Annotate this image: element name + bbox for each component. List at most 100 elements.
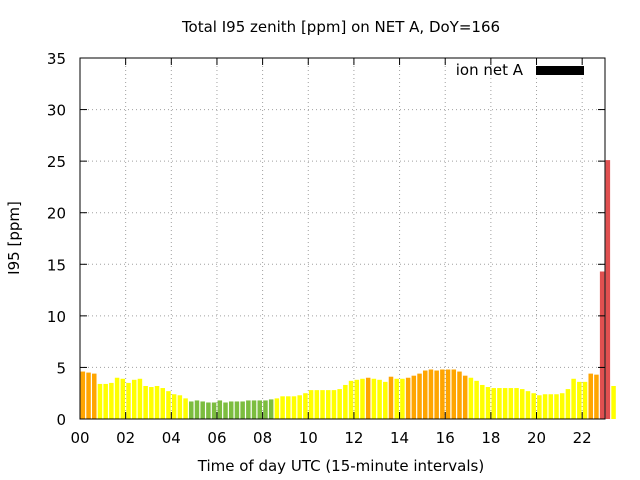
y-tick-label: 0: [56, 411, 66, 429]
x-tick-label: 04: [162, 429, 181, 447]
bar: [491, 388, 496, 419]
bar: [206, 402, 211, 419]
bar: [422, 370, 428, 419]
bar: [274, 398, 280, 419]
x-tick-label: 02: [116, 429, 135, 447]
bar: [388, 376, 394, 419]
x-tick-label: 06: [207, 429, 226, 447]
bar: [240, 401, 245, 419]
bar: [502, 388, 508, 419]
bar: [468, 377, 474, 419]
bar: [377, 379, 382, 419]
x-tick-label: 22: [573, 429, 592, 447]
bar: [445, 369, 451, 419]
bar: [411, 375, 417, 419]
x-tick-label: 10: [299, 429, 318, 447]
bar: [577, 381, 582, 419]
bar: [223, 402, 228, 419]
bar: [80, 371, 86, 419]
bar: [143, 385, 148, 419]
bar: [405, 377, 411, 419]
y-tick-label: 20: [47, 205, 66, 223]
bar: [337, 389, 342, 419]
bar: [263, 400, 268, 419]
bar: [280, 396, 285, 419]
bar: [171, 394, 177, 419]
bar: [154, 385, 160, 419]
y-axis-label: I95 [ppm]: [5, 201, 23, 275]
bar: [189, 401, 194, 419]
bar: [194, 400, 200, 419]
bar: [257, 400, 263, 419]
bar: [177, 395, 183, 419]
bar: [166, 391, 171, 419]
bar: [251, 400, 257, 419]
bar: [571, 378, 576, 419]
bar: [451, 369, 457, 419]
chart-title: Total I95 zenith [ppm] on NET A, DoY=166: [181, 18, 500, 36]
legend: ion net A: [456, 61, 584, 79]
plot-frame: [79, 57, 606, 420]
bar: [126, 382, 131, 419]
bar: [343, 384, 348, 419]
bar: [588, 373, 593, 419]
x-tick-label: 14: [390, 429, 409, 447]
bars: [80, 160, 616, 419]
bar: [480, 384, 485, 419]
grid: [80, 58, 605, 419]
x-axis-label: Time of day UTC (15-minute intervals): [197, 457, 484, 475]
bar: [548, 394, 554, 419]
bar: [594, 374, 599, 419]
bar: [531, 393, 536, 419]
ticks: 0 5 10 15 20 25 30 35 00 02 04 06 08 10 12 14 16 18 20 22: [47, 50, 605, 447]
y-tick-label: 5: [56, 359, 66, 377]
bar: [394, 378, 399, 419]
bar: [183, 398, 188, 419]
bar: [331, 390, 337, 419]
bar: [291, 396, 297, 419]
y-tick-label: 15: [47, 256, 66, 274]
bar: [109, 382, 114, 419]
bar: [234, 401, 240, 419]
bar: [160, 388, 165, 419]
bar: [428, 369, 434, 419]
x-tick-label: 08: [253, 429, 272, 447]
x-tick-label: 00: [70, 429, 89, 447]
y-tick-label: 10: [47, 308, 66, 326]
bar: [605, 160, 611, 419]
bar: [582, 381, 588, 419]
bar: [325, 390, 331, 419]
bar: [474, 380, 479, 419]
bar: [149, 387, 154, 419]
bar: [542, 394, 548, 419]
bar: [554, 394, 559, 419]
bar: [485, 387, 491, 419]
legend-swatch: [536, 66, 584, 75]
bar: [348, 380, 354, 419]
y-tick-label: 25: [47, 153, 66, 171]
bar: [365, 377, 371, 419]
bar: [457, 371, 462, 419]
bar: [514, 388, 519, 419]
bar: [297, 395, 302, 419]
bar: [114, 377, 120, 419]
bar: [559, 393, 565, 419]
bar: [400, 378, 405, 419]
bar: [211, 402, 217, 419]
bar: [286, 396, 291, 419]
bar: [303, 393, 308, 419]
bar: [217, 400, 223, 419]
y-tick-label: 35: [47, 50, 66, 68]
bar: [565, 389, 571, 419]
bar: [599, 271, 605, 419]
bar: [314, 390, 320, 419]
bar: [383, 381, 388, 419]
bar: [137, 378, 143, 419]
y-tick-label: 30: [47, 102, 66, 120]
bar: [434, 370, 439, 419]
bar: [86, 372, 91, 419]
bar: [103, 383, 108, 419]
bar: [354, 379, 360, 419]
x-tick-label: 12: [344, 429, 363, 447]
